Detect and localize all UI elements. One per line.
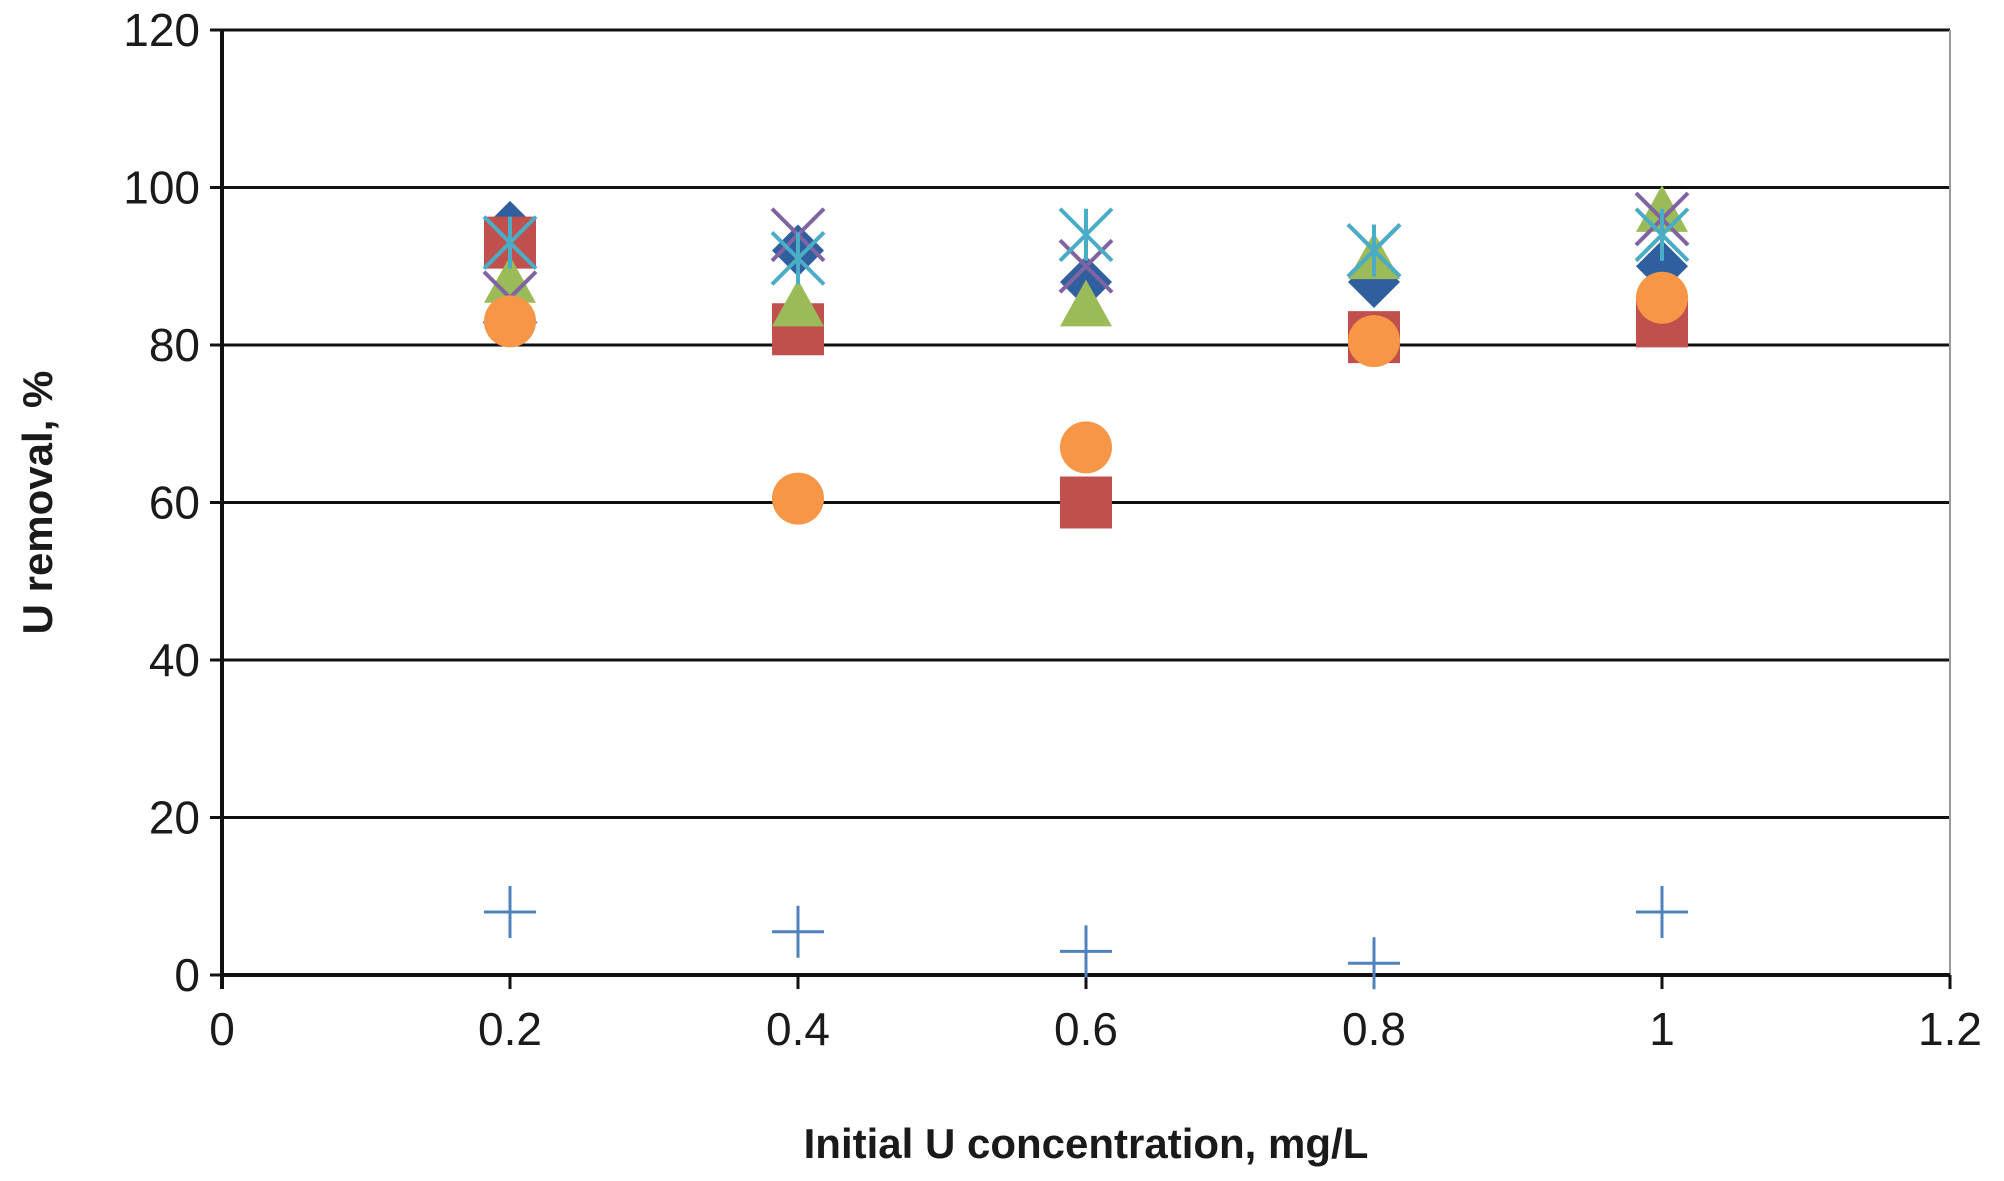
circle-marker: [1060, 421, 1112, 474]
x-tick-label: 1: [1649, 1003, 1675, 1055]
y-tick-label: 120: [123, 4, 200, 56]
plus-marker: [1060, 925, 1112, 978]
x-tick-label: 0.4: [766, 1003, 830, 1055]
y-tick-label: 80: [149, 319, 200, 371]
y-tick-label: 60: [149, 477, 200, 529]
plus-marker: [484, 886, 536, 938]
star-marker: [1634, 207, 1690, 263]
square-marker: [1060, 476, 1112, 529]
plus-marker: [772, 905, 824, 958]
x-tick-label: 0: [209, 1003, 235, 1055]
x-tick-label: 0.6: [1054, 1003, 1118, 1055]
data-markers: [482, 185, 1690, 990]
y-tick-label: 20: [149, 792, 200, 844]
star-marker: [770, 230, 826, 286]
x-axis-title: Initial U concentration, mg/L: [804, 1120, 1369, 1167]
circle-marker: [484, 295, 536, 348]
triangle-marker: [772, 279, 824, 327]
plus-marker: [1348, 937, 1400, 990]
triangle-marker: [1060, 279, 1112, 327]
x-marker: [1058, 238, 1114, 294]
star-marker: [482, 215, 538, 271]
circle-marker: [1348, 315, 1400, 368]
circle-marker: [772, 472, 824, 525]
triangle-marker: [484, 256, 536, 303]
x-tick-label: 1.2: [1918, 1003, 1982, 1055]
tick-labels: 0 20 40 60 80 100 120 0 0.2 0.4 0.6 0.8 1 1.2: [123, 4, 1982, 1055]
y-tick-label: 40: [149, 634, 200, 686]
y-axis-title: U removal, %: [14, 371, 61, 635]
x-tick-label: 0.2: [478, 1003, 542, 1055]
star-marker: [1346, 223, 1402, 278]
star-marker: [1058, 207, 1114, 263]
plus-marker: [1636, 886, 1688, 938]
circle-marker: [1636, 271, 1688, 324]
x-tick-label: 0.8: [1342, 1003, 1406, 1055]
y-tick-label: 100: [123, 162, 200, 214]
y-tick-label: 0: [174, 949, 200, 1001]
